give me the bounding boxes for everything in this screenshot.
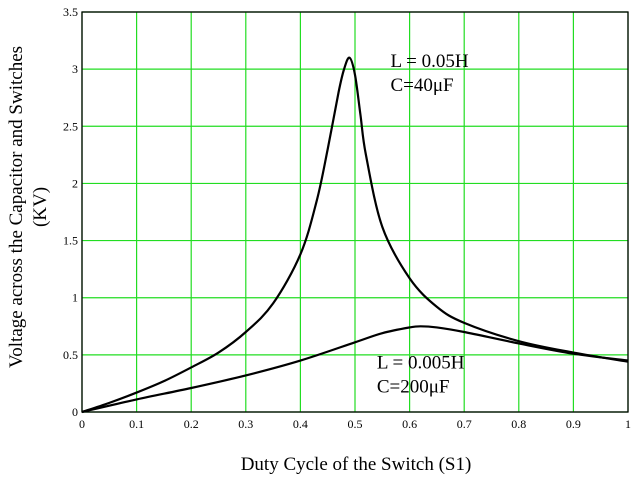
x-tick-label: 0.5 (348, 417, 363, 431)
y-tick-label: 0.5 (63, 348, 78, 362)
x-tick-label: 0.7 (457, 417, 472, 431)
plot-frame (81, 11, 629, 413)
y-tick-label: 2 (72, 176, 78, 190)
x-axis-title: Duty Cycle of the Switch (S1) (241, 454, 472, 475)
x-tick-label: 0 (79, 417, 85, 431)
x-tick-label: 1 (625, 417, 631, 431)
y-tick-label: 3.5 (63, 5, 78, 19)
curves (81, 56, 629, 414)
x-tick-label: 0.9 (566, 417, 581, 431)
annotation-1-line1: L = 0.05H (390, 51, 468, 72)
x-tick-label: 0.2 (184, 417, 199, 431)
x-tick-label: 0.1 (129, 417, 144, 431)
x-tick-label: 0.6 (402, 417, 417, 431)
annotations: L = 0.05H C=40μF L = 0.005H C=200μF (377, 51, 469, 398)
series-line-2 (81, 325, 629, 414)
annotation-2-line1: L = 0.005H (377, 353, 465, 374)
x-tick-label: 0.3 (238, 417, 253, 431)
y-tick-label: 3 (72, 62, 78, 76)
tick-labels: 0 0.1 0.2 0.3 0.4 0.5 0.6 0.7 0.8 0.9 1 0 0.5 1 1.5 2 2.… (63, 5, 631, 431)
y-tick-label: 1 (72, 291, 78, 305)
x-tick-label: 0.8 (511, 417, 526, 431)
annotation-1-line2: C=40μF (390, 75, 453, 96)
y-tick-label: 1.5 (63, 234, 78, 248)
x-tick-label: 0.4 (293, 417, 308, 431)
y-tick-label: 0 (72, 405, 78, 419)
series-line-1 (81, 56, 629, 414)
y-axis-title: Voltage across the Capacitor and Switche… (6, 46, 51, 368)
y-axis-title-line1: Voltage across the Capacitor and Switche… (6, 46, 27, 368)
annotation-2-line2: C=200μF (377, 377, 450, 398)
y-tick-label: 2.5 (63, 119, 78, 133)
y-axis-title-line2: (KV) (30, 187, 51, 227)
